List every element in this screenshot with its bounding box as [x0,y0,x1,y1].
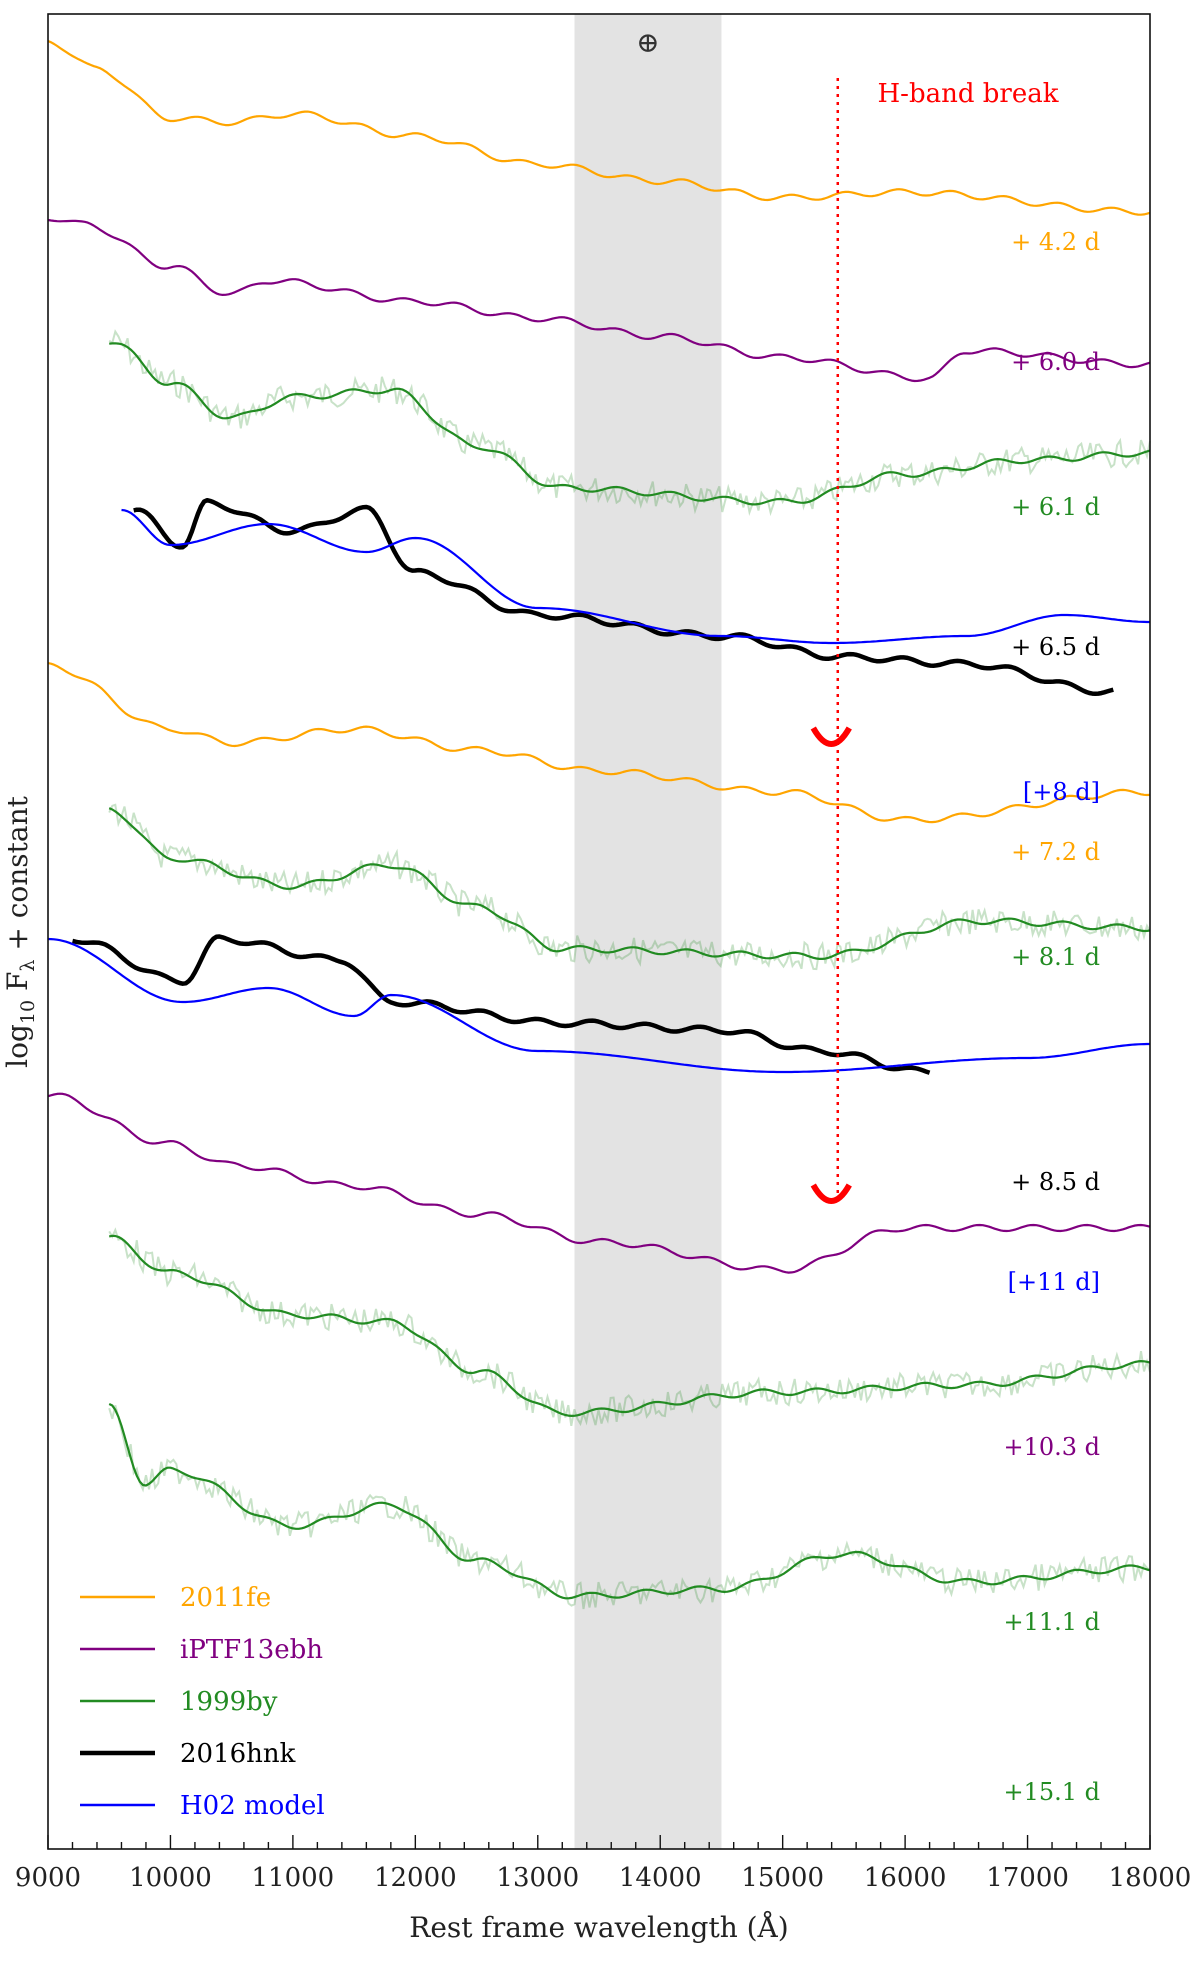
series-line-5 [47,662,1151,824]
epoch-label-6: + 8.1 d [1011,943,1100,971]
epoch-label-1: + 6.0 d [1011,348,1100,376]
epoch-label-3: + 6.5 d [1011,633,1100,661]
legend-label-0: 2011fe [180,1583,271,1613]
h-band-break-label: H-band break [878,79,1059,109]
series-line-11 [108,1403,1151,1600]
x-tick-label-10000: 10000 [129,1863,212,1893]
epoch-label-7: + 8.5 d [1011,1168,1100,1196]
epoch-label-4: [+8 d] [1023,778,1100,806]
series-layer [47,39,1151,1610]
x-axis: 9000 10000 11000 12000 13000 14000 15000 16000 1… [15,1835,1191,1893]
epoch-label-10: +11.1 d [1003,1608,1100,1636]
x-tick-label-14000: 14000 [619,1863,702,1893]
epoch-label-11: +15.1 d [1003,1778,1100,1806]
series-noise-2 [108,329,1151,517]
epoch-label-0: + 4.2 d [1011,228,1100,256]
y-axis-title: log10 Fλ + constant [1,795,39,1067]
x-tick-label-9000: 9000 [15,1863,81,1893]
epoch-label-8: [+11 d] [1008,1268,1100,1296]
series-line-2 [109,342,1151,506]
epoch-label-2: + 6.1 d [1011,493,1100,521]
series-line-8 [47,937,1150,1074]
plot-frame [47,13,1151,1850]
epoch-label-9: +10.3 d [1003,1433,1100,1461]
x-tick-label-15000: 15000 [741,1863,824,1893]
epoch-labels: + 4.2 d + 6.0 d + 6.1 d + 6.5 d [+8 d] + 7.2 … [1003,228,1100,1806]
epoch-label-5: + 7.2 d [1011,838,1100,866]
series-line-10 [108,1234,1151,1417]
series-line-1 [47,218,1151,383]
series-noise-10 [108,1227,1151,1427]
series-line-3 [133,497,1114,697]
x-axis-title: Rest frame wavelength (Å) [409,1911,788,1944]
series-line-6 [108,807,1151,960]
series-line-0 [47,39,1151,216]
x-tick-label-12000: 12000 [374,1863,457,1893]
series-noise-6 [108,803,1151,971]
h-band-feature-0 [810,726,852,747]
x-tick-label-16000: 16000 [864,1863,947,1893]
legend-label-3: 2016hnk [180,1739,296,1769]
legend-label-4: H02 model [180,1791,325,1821]
x-tick-label-11000: 11000 [252,1863,335,1893]
series-line-4 [121,508,1150,645]
legend: 2011fe iPTF13ebh 1999by 2016hnk H02 model [80,1583,325,1821]
series-line-7 [71,934,931,1075]
earth-symbol-icon: ⊕ [636,26,659,59]
x-tick-label-13000: 13000 [496,1863,579,1893]
h-band-feature-1 [810,1183,852,1204]
x-tick-label-17000: 17000 [986,1863,1069,1893]
telluric-band [574,14,722,1849]
legend-label-2: 1999by [180,1687,278,1717]
x-tick-label-18000: 18000 [1109,1863,1192,1893]
series-line-9 [47,1092,1151,1274]
legend-label-1: iPTF13ebh [180,1635,323,1665]
